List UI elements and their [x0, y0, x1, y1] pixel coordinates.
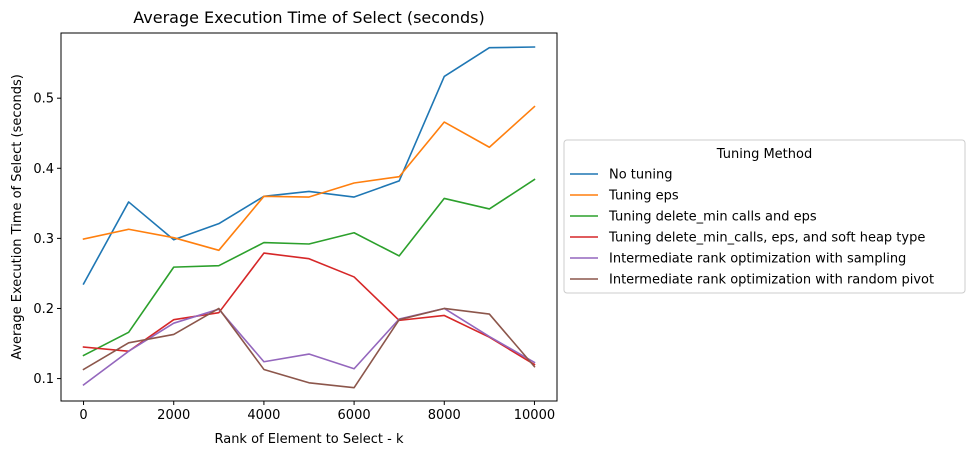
x-tick-label: 4000: [247, 408, 280, 423]
legend-label: No tuning: [609, 168, 673, 183]
legend-items: No tuning Tuning eps Tuning delete_min cal…: [570, 168, 934, 288]
x-tick-label: 6000: [338, 408, 371, 423]
plot-area-frame: [60, 32, 558, 402]
legend-label: Intermediate rank optimization with rand…: [609, 273, 934, 288]
x-axis-label: Rank of Element to Select - k: [214, 432, 403, 447]
chart-title: Average Execution Time of Select (second…: [133, 8, 484, 27]
series-line-2: [82, 105, 536, 252]
y-tick-label: 0.5: [33, 92, 54, 107]
legend-label: Tuning delete_min_calls, eps, and soft h…: [608, 231, 925, 246]
y-tick-label: 0.4: [33, 162, 54, 177]
x-tick-label: 10000: [514, 408, 555, 423]
legend-label: Tuning delete_min calls and eps: [608, 210, 817, 225]
x-tick-label: 2000: [157, 408, 190, 423]
x-tick-label: 0: [79, 408, 87, 423]
legend-title: Tuning Method: [716, 147, 812, 162]
legend-box: [563, 139, 966, 294]
y-tick-label: 0.1: [33, 372, 54, 387]
y-axis-label: Average Execution Time of Select (second…: [10, 74, 25, 360]
y-tick-label: 0.2: [33, 302, 54, 317]
legend-label: Intermediate rank optimization with samp…: [609, 252, 906, 267]
series-line-4: [82, 252, 536, 366]
series-line-5: [82, 307, 536, 386]
x-axis-ticks: 0 2000 4000 6000 8000 10000: [79, 401, 555, 423]
y-axis-ticks: 0.1 0.2 0.3 0.4 0.5: [33, 92, 61, 387]
x-tick-label: 8000: [428, 408, 461, 423]
series-line-1: [82, 46, 536, 286]
series-lines: [82, 46, 536, 389]
legend: Tuning Method No tuning Tuning eps Tuning …: [563, 139, 966, 294]
series-line-3: [82, 178, 536, 357]
series-line-6: [82, 307, 536, 389]
legend-label: Tuning eps: [608, 189, 679, 204]
y-tick-label: 0.3: [33, 232, 54, 247]
